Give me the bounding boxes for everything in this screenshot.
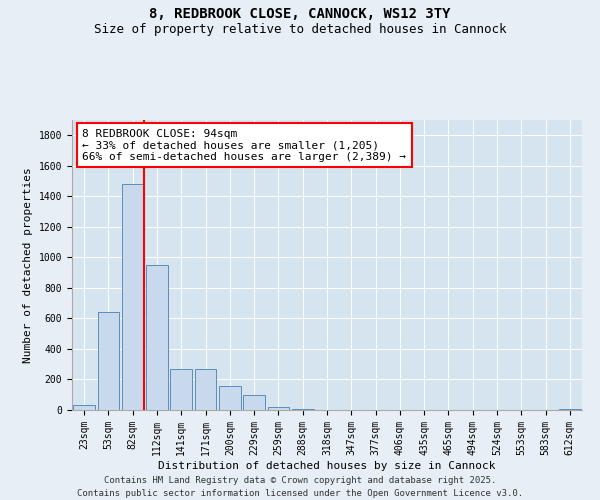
Bar <box>219 386 241 410</box>
X-axis label: Distribution of detached houses by size in Cannock: Distribution of detached houses by size … <box>158 460 496 470</box>
Text: 8 REDBROOK CLOSE: 94sqm
← 33% of detached houses are smaller (1,205)
66% of semi: 8 REDBROOK CLOSE: 94sqm ← 33% of detache… <box>82 128 406 162</box>
Bar <box>122 184 143 410</box>
Y-axis label: Number of detached properties: Number of detached properties <box>23 167 33 363</box>
Bar <box>146 265 168 410</box>
Text: Contains HM Land Registry data © Crown copyright and database right 2025.
Contai: Contains HM Land Registry data © Crown c… <box>77 476 523 498</box>
Bar <box>243 394 265 410</box>
Text: Size of property relative to detached houses in Cannock: Size of property relative to detached ho… <box>94 22 506 36</box>
Bar <box>194 369 217 410</box>
Bar <box>170 369 192 410</box>
Bar <box>73 406 95 410</box>
Bar <box>268 407 289 410</box>
Bar <box>559 409 581 410</box>
Bar <box>292 409 314 410</box>
Text: 8, REDBROOK CLOSE, CANNOCK, WS12 3TY: 8, REDBROOK CLOSE, CANNOCK, WS12 3TY <box>149 8 451 22</box>
Bar <box>97 312 119 410</box>
